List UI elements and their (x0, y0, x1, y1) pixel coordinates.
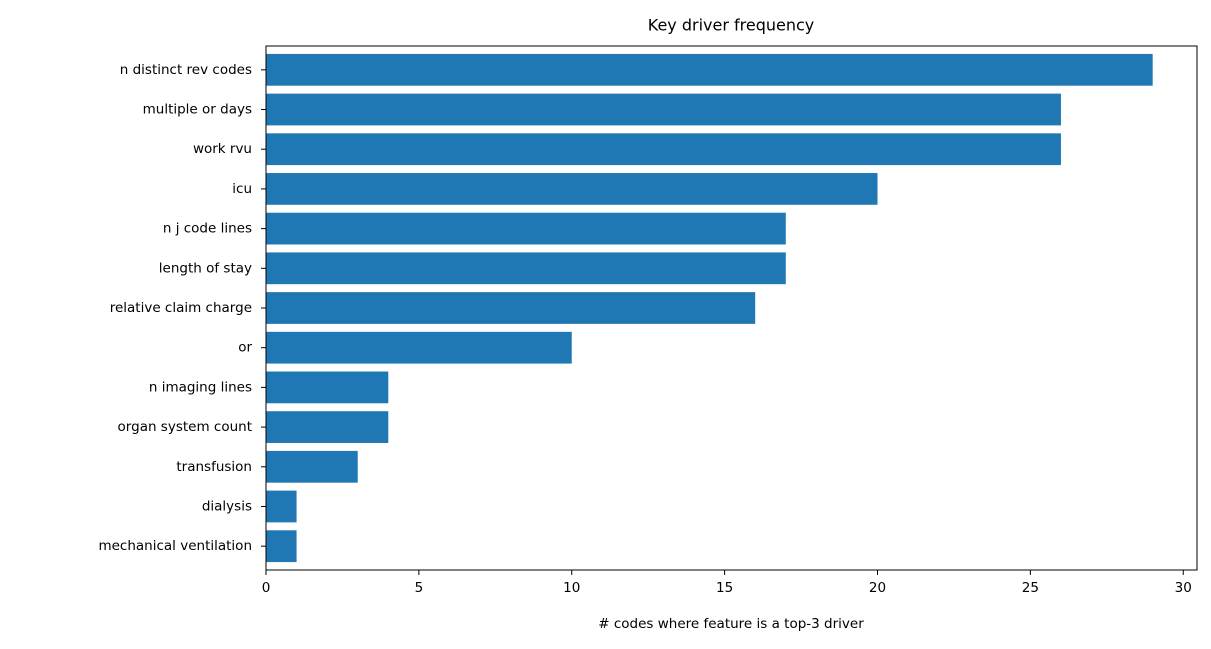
x-tick-label: 20 (869, 580, 886, 596)
y-tick-label: organ system count (118, 419, 252, 435)
y-tick-label: multiple or days (143, 102, 252, 118)
bar (266, 490, 297, 523)
y-tick-label: mechanical ventilation (98, 538, 252, 554)
bar (266, 173, 878, 205)
bar (266, 292, 756, 324)
y-tick-label: or (238, 340, 252, 356)
bar (266, 530, 297, 563)
chart-title: Key driver frequency (648, 16, 815, 35)
bar (266, 331, 572, 364)
plot-frame (265, 45, 1198, 571)
bar (266, 411, 389, 443)
y-tick-label: n distinct rev codes (120, 62, 252, 78)
x-tick-label: 15 (716, 580, 733, 596)
x-tick-label: 5 (415, 580, 424, 596)
x-axis-label: # codes where feature is a top-3 driver (598, 616, 864, 632)
y-tick-label: length of stay (159, 260, 252, 276)
y-tick-label: transfusion (176, 459, 252, 475)
x-tick-label: 10 (563, 580, 580, 596)
bar (266, 252, 786, 285)
x-tick-label: 0 (262, 580, 271, 596)
bar (266, 133, 1061, 166)
x-tick-label: 30 (1175, 580, 1192, 596)
y-tick-label: work rvu (193, 141, 252, 157)
y-tick-label: dialysis (202, 498, 252, 514)
bar (266, 93, 1061, 126)
y-tick-label: icu (232, 181, 252, 197)
bar (266, 450, 358, 483)
bar (266, 371, 389, 404)
y-tick-label: relative claim charge (110, 300, 252, 316)
bar (266, 212, 786, 245)
x-tick-label: 25 (1022, 580, 1039, 596)
y-tick-label: n imaging lines (149, 379, 252, 395)
bar (266, 53, 1153, 86)
y-tick-label: n j code lines (163, 221, 252, 237)
